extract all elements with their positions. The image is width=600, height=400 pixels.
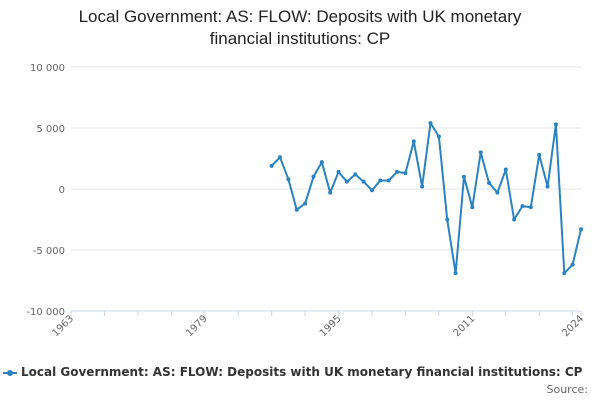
data-point[interactable] [378, 178, 383, 183]
y-tick-label: -10 000 [26, 307, 65, 318]
y-tick-label: 0 [59, 185, 65, 196]
legend-item[interactable]: Local Government: AS: FLOW: Deposits wit… [0, 364, 600, 382]
chart-title-line-2: financial institutions: CP [209, 29, 391, 48]
data-point[interactable] [495, 190, 500, 195]
data-point[interactable] [361, 179, 366, 184]
data-point[interactable] [487, 180, 492, 185]
data-point[interactable] [453, 271, 458, 276]
data-point[interactable] [512, 217, 517, 222]
data-point[interactable] [386, 178, 391, 183]
data-point[interactable] [470, 205, 475, 210]
data-point[interactable] [369, 188, 374, 193]
data-point[interactable] [286, 177, 291, 182]
y-tick-label: 5 000 [36, 124, 65, 135]
legend-label: Local Government: AS: FLOW: Deposits wit… [21, 365, 583, 379]
data-point[interactable] [520, 204, 525, 209]
chart-title: Local Government: AS: FLOW: Deposits wit… [0, 6, 600, 50]
y-axis-tick-labels: 10 000 5 000 0 -5 000 -10 000 [26, 63, 65, 318]
x-tick-label: 2024 [560, 313, 586, 339]
data-point[interactable] [344, 179, 349, 184]
chart-title-line-1: Local Government: AS: FLOW: Deposits wit… [78, 7, 522, 26]
data-point[interactable] [445, 217, 450, 222]
data-point[interactable] [436, 134, 441, 139]
data-point[interactable] [278, 155, 283, 160]
data-point[interactable] [411, 139, 416, 144]
data-point[interactable] [294, 207, 299, 212]
data-point[interactable] [461, 174, 466, 179]
data-point[interactable] [562, 271, 567, 276]
data-point[interactable] [528, 205, 533, 210]
data-point[interactable] [328, 190, 333, 195]
series-group [269, 121, 583, 276]
data-point[interactable] [503, 167, 508, 172]
data-point[interactable] [579, 227, 583, 232]
data-point[interactable] [570, 262, 575, 267]
data-point[interactable] [269, 163, 274, 168]
data-point[interactable] [319, 160, 324, 165]
x-tick-label: 1979 [184, 313, 210, 339]
legend-marker-swatch [7, 370, 13, 376]
data-point[interactable] [537, 152, 542, 157]
y-tick-label: -5 000 [33, 246, 65, 257]
x-tick-label: 1995 [318, 313, 344, 339]
x-tick-label: 2011 [452, 313, 478, 339]
data-point[interactable] [545, 184, 550, 189]
data-point[interactable] [420, 184, 425, 189]
data-point[interactable] [336, 169, 341, 174]
chart-grid [71, 66, 581, 312]
data-point[interactable] [428, 121, 433, 126]
data-point[interactable] [553, 122, 558, 127]
data-point[interactable] [403, 171, 408, 176]
x-axis: 1963 1979 1995 2011 2024 [50, 310, 586, 339]
data-point[interactable] [353, 172, 358, 177]
data-point[interactable] [311, 174, 316, 179]
data-point[interactable] [303, 201, 308, 206]
data-point[interactable] [478, 150, 483, 155]
source-label: Source: [546, 383, 589, 396]
y-tick-label: 10 000 [30, 63, 65, 74]
data-point[interactable] [395, 169, 400, 174]
series-line [270, 122, 582, 275]
